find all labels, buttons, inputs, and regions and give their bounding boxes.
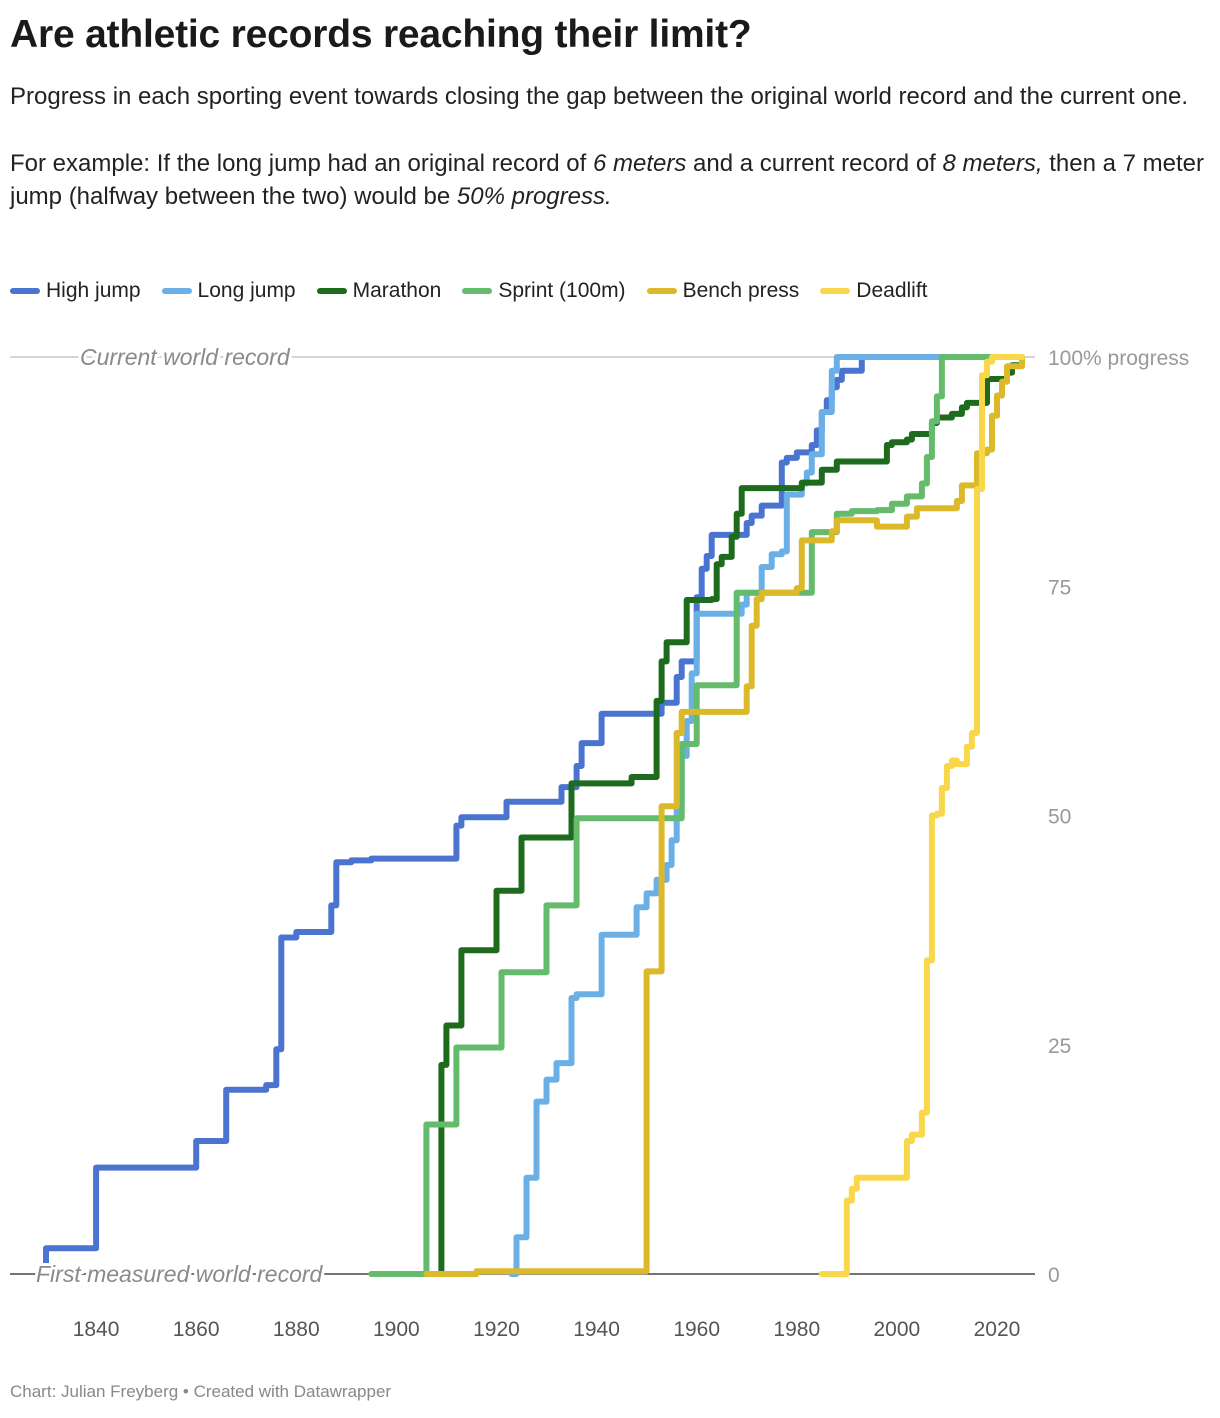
subtitle-text: and a current record of: [686, 150, 943, 177]
x-tick-label: 1940: [573, 1318, 620, 1341]
annotation-first-record: First measured world record: [36, 1261, 324, 1287]
chart-legend: High jump Long jump Marathon Sprint (100m) B…: [10, 276, 949, 306]
chart-plot: 0 25 50 75 100% progress 1840 1860 1880 1900 1920…: [10, 341, 1189, 1341]
subtitle-text: For example: If the long jump had an ori…: [10, 150, 593, 177]
subtitle-emphasis: 50% progress.: [456, 183, 612, 210]
x-tick-label: 1960: [673, 1318, 720, 1341]
x-tick-label: 1840: [73, 1318, 120, 1341]
legend-item: Bench press: [646, 279, 800, 303]
legend-swatch: [646, 288, 677, 294]
y-tick-label: 50: [1048, 806, 1071, 829]
legend-label: Sprint (100m): [498, 279, 626, 302]
chart-credit: Chart: Julian Freyberg • Created with Da…: [10, 1382, 392, 1401]
y-tick-label: 100% progress: [1048, 347, 1189, 370]
legend-item: High jump: [10, 279, 141, 303]
legend-item: Sprint (100m): [462, 279, 626, 303]
legend-label: Deadlift: [856, 279, 928, 302]
legend-label: Marathon: [352, 279, 442, 302]
legend-item: Deadlift: [820, 279, 928, 303]
subtitle-paragraph-1: Progress in each sporting event towards …: [10, 83, 1189, 110]
series-line-marathon: [433, 354, 1025, 1277]
legend-item: Long jump: [161, 279, 296, 303]
chart-subtitle: Progress in each sporting event towards …: [10, 80, 1210, 213]
subtitle-text: then a 7 meter jump (halfway between the…: [10, 150, 1204, 210]
x-tick-label: 1860: [173, 1318, 220, 1341]
legend-swatch: [462, 288, 493, 294]
y-tick-label: 0: [1048, 1264, 1060, 1287]
subtitle-emphasis: 8 meters,: [942, 150, 1043, 177]
series-line-high-jump: [38, 354, 1025, 1277]
y-tick-label: 75: [1048, 576, 1071, 599]
y-tick-label: 25: [1048, 1035, 1071, 1058]
legend-swatch: [820, 288, 851, 294]
annotation-current-record: Current world record: [80, 344, 291, 370]
chart-title: Are athletic records reaching their limi…: [10, 13, 752, 56]
legend-label: Long jump: [197, 279, 296, 302]
x-tick-label: 2000: [874, 1318, 921, 1341]
series-line-deadlift: [818, 354, 1025, 1277]
x-tick-label: 1920: [473, 1318, 520, 1341]
series-line-bench-press: [423, 354, 1025, 1277]
subtitle-paragraph-2: For example: If the long jump had an ori…: [10, 147, 1210, 213]
x-tick-label: 1900: [373, 1318, 420, 1341]
x-tick-label: 1980: [773, 1318, 820, 1341]
legend-label: High jump: [46, 279, 141, 302]
legend-swatch: [10, 288, 40, 294]
x-tick-label: 2020: [974, 1318, 1021, 1341]
legend-label: Bench press: [682, 279, 800, 302]
x-tick-label: 1880: [273, 1318, 320, 1341]
legend-item: Marathon: [316, 279, 442, 303]
legend-swatch: [316, 288, 347, 294]
legend-swatch: [161, 288, 192, 294]
subtitle-emphasis: 6 meters: [592, 150, 687, 177]
